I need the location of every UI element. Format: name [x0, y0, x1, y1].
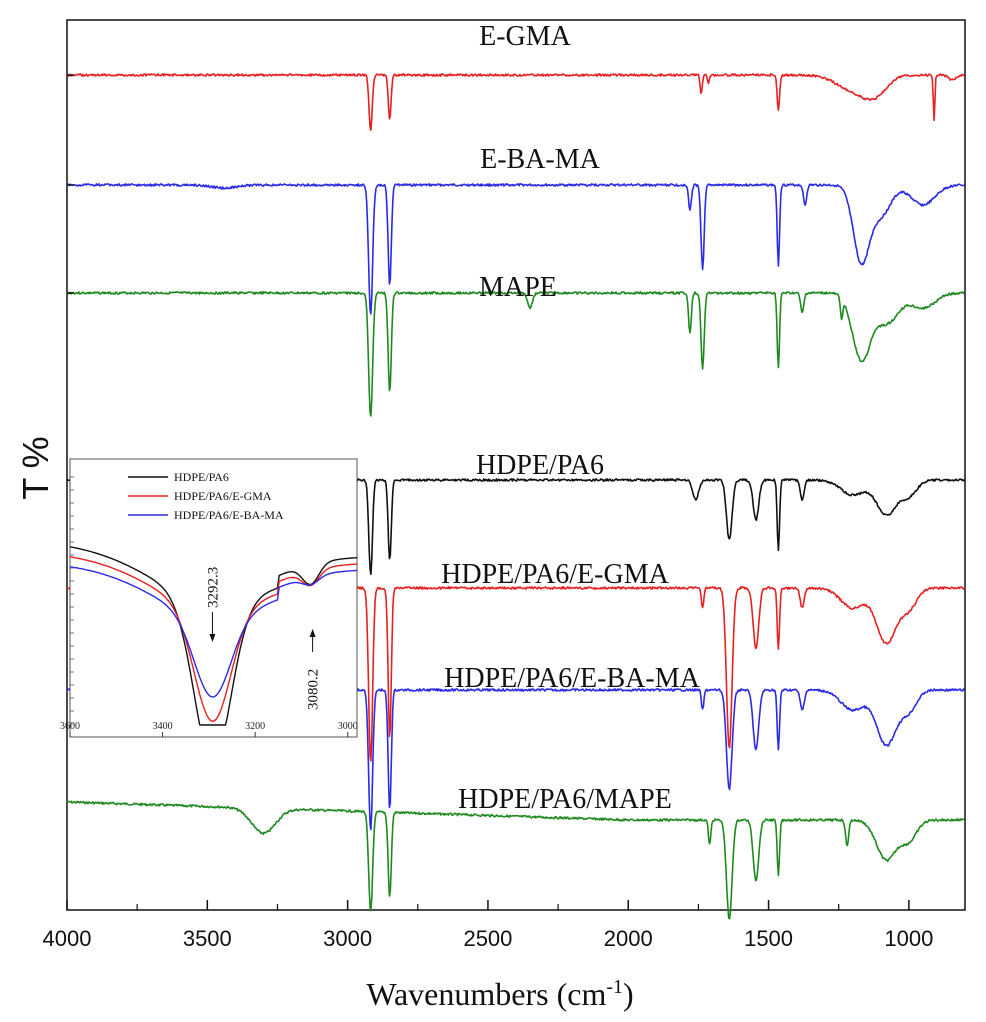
- annotation-label: 3080.2: [306, 669, 322, 710]
- series-line-hdpe-pa6-mape: [66, 800, 965, 920]
- legend-label: HDPE/PA6/E-BA-MA: [174, 508, 284, 522]
- inset-plot: 3600 3400 3200 3000 HDPE/PA6HDPE/PA6/E-GMAH…: [60, 458, 358, 738]
- inset-x-tick-label: 3000: [338, 721, 358, 732]
- series-line-mape: [66, 291, 965, 417]
- x-axis: 4000 3500 3000 2500 2000 1500 1000: [43, 900, 933, 951]
- x-tick-label: 1500: [744, 926, 793, 951]
- x-tick-label: 3000: [323, 926, 372, 951]
- series-label: E-BA-MA: [480, 144, 601, 175]
- arrowhead-icon: [309, 629, 316, 637]
- inset-frame: [69, 458, 358, 738]
- x-tick-label: 4000: [43, 926, 92, 951]
- inset-annotations: 3292.3 3080.2: [205, 567, 321, 710]
- inset-x-tick-label: 3400: [153, 721, 173, 732]
- series-label: MAPE: [479, 272, 557, 303]
- series-line-e-gma: [66, 73, 965, 131]
- inset-series-line: [69, 566, 358, 698]
- series-label: E-GMA: [479, 21, 572, 52]
- series-line-e-ba-ma: [66, 183, 965, 315]
- inset-series-line: [69, 556, 358, 723]
- x-tick-label: 2000: [604, 926, 653, 951]
- x-tick-label: 1000: [884, 926, 933, 951]
- inset-x-axis: 3600 3400 3200 3000: [60, 476, 358, 737]
- plot-frame: [66, 19, 966, 911]
- x-tick-label: 3500: [183, 926, 232, 951]
- legend-label: HDPE/PA6/E-GMA: [174, 489, 272, 503]
- inset-curves: [69, 546, 358, 726]
- series-label: HDPE/PA6/MAPE: [458, 784, 672, 815]
- annotation-label: 3292.3: [205, 567, 221, 608]
- inset-legend: HDPE/PA6 HDPE/PA6/E-GMA HDPE/PA6/E-BA-MA: [128, 470, 284, 522]
- series-label: HDPE/PA6: [476, 450, 604, 481]
- arrowhead-icon: [209, 634, 216, 642]
- series-label: HDPE/PA6/E-BA-MA: [444, 663, 700, 694]
- x-axis-title: Wavenumbers (cm-1): [366, 976, 633, 1012]
- series-labels: E-GMA E-BA-MA MAPE HDPE/PA6 HDPE/PA6/E-GMA HD…: [441, 21, 700, 815]
- series-label: HDPE/PA6/E-GMA: [441, 559, 669, 590]
- inset-x-tick-label: 3600: [60, 721, 80, 732]
- legend-label: HDPE/PA6: [174, 470, 229, 484]
- x-tick-label: 2500: [463, 926, 512, 951]
- y-axis-title: T %: [15, 436, 56, 499]
- inset-x-tick-label: 3200: [245, 721, 265, 732]
